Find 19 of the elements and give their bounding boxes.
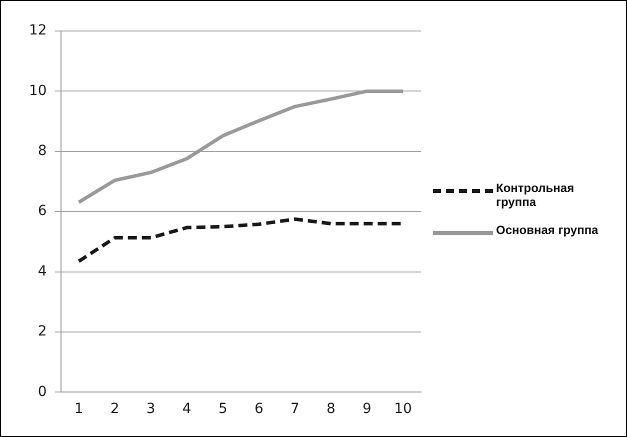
x-tick-label: 7 bbox=[290, 401, 300, 418]
x-tick-label: 4 bbox=[182, 401, 192, 418]
y-tick-label: 0 bbox=[38, 384, 47, 400]
x-tick-label: 6 bbox=[254, 401, 264, 418]
x-tick-label: 10 bbox=[394, 401, 412, 418]
y-tick-label: 4 bbox=[38, 263, 47, 280]
y-tick-label: 8 bbox=[38, 143, 47, 160]
x-tick-label: 5 bbox=[218, 401, 228, 418]
y-tick-label: 12 bbox=[28, 22, 47, 39]
x-tick-label: 9 bbox=[362, 401, 372, 418]
x-tick-label: 2 bbox=[110, 401, 120, 418]
legend-label: Контрольная группа bbox=[496, 181, 576, 209]
x-tick-label: 1 bbox=[74, 401, 84, 418]
x-tick-label: 3 bbox=[146, 401, 156, 418]
y-tick-label: 10 bbox=[28, 82, 47, 99]
x-tick-label: 8 bbox=[326, 401, 336, 418]
y-tick-label: 2 bbox=[38, 324, 47, 340]
legend-label: Основная группа bbox=[496, 223, 600, 237]
y-tick-label: 6 bbox=[38, 203, 47, 220]
